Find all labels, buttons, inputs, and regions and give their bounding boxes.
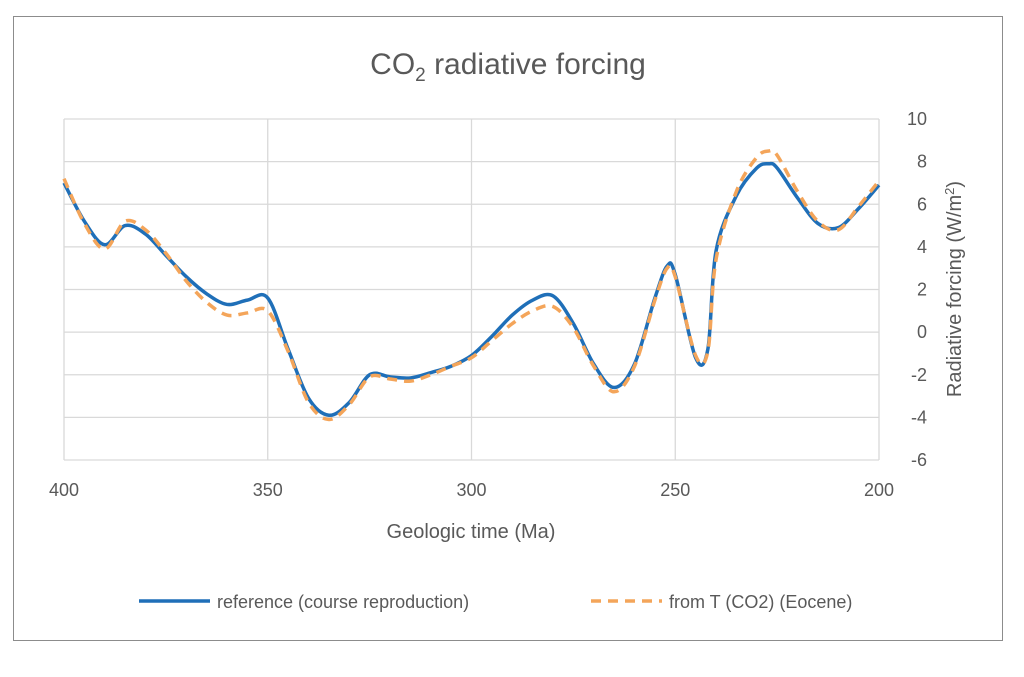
y-axis-title-superscript: 2 [942,188,957,195]
chart-title: CO2 radiative forcing [370,48,646,86]
legend-label-reference: reference (course reproduction) [217,592,469,612]
y-tick-label: 4 [917,237,927,257]
x-tick-label: 200 [864,480,894,500]
legend-label-from-t-co2: from T (CO2) (Eocene) [669,592,852,612]
series-line-from-t-co2 [62,148,881,422]
x-tick-label: 300 [456,480,486,500]
y-tick-label: 6 [917,194,927,214]
chart-frame [13,16,1003,641]
y-tick-label: 10 [907,109,927,129]
x-axis-title: Geologic time (Ma) [387,521,556,543]
y-tick-label: 8 [917,152,927,172]
chart-title-main: CO [370,48,415,81]
x-tick-label: 250 [660,480,690,500]
y-tick-label: 0 [917,322,927,342]
legend: reference (course reproduction) from T (… [139,592,852,612]
series-line-reference [62,161,881,417]
chart-title-suffix: radiative forcing [426,48,646,81]
y-tick-label: -4 [911,407,927,427]
y-tick-label: -6 [911,450,927,470]
series-lines [62,148,881,422]
grid-lines [63,118,880,461]
y-tick-label: -2 [911,365,927,385]
y-axis-title-main: Radiative forcing (W/m [944,195,966,397]
x-tick-label: 400 [49,480,79,500]
y-axis-title-suffix: ) [944,181,966,188]
x-tick-label: 350 [253,480,283,500]
y-tick-label: 2 [917,280,927,300]
x-tick-labels: 400 350 300 250 200 [49,480,894,500]
chart-title-subscript: 2 [415,65,426,86]
y-tick-labels: 10 8 6 4 2 0 -2 -4 -6 [907,109,927,470]
y-axis-title: Radiative forcing (W/m2) [942,181,966,397]
